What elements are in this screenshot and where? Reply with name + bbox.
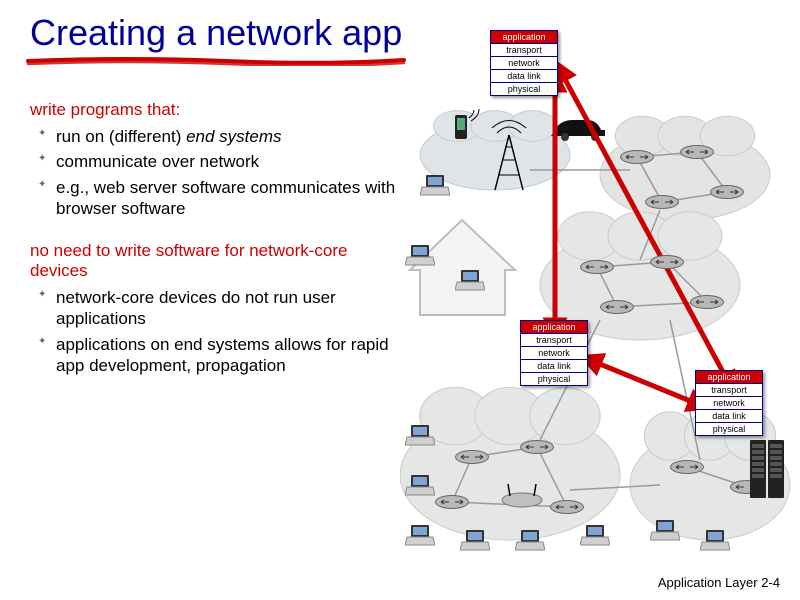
protocol-stack: applicationtransportnetworkdata linkphys… xyxy=(520,320,588,386)
router-icon xyxy=(690,295,724,309)
server-icon xyxy=(750,440,768,505)
router-icon xyxy=(550,500,584,514)
stack-layer: network xyxy=(520,347,588,360)
stack-layer: physical xyxy=(520,373,588,386)
stack-layer: application xyxy=(695,370,763,384)
stack-layer: transport xyxy=(520,334,588,347)
slide-footer: Application Layer 2-4 xyxy=(658,575,780,590)
laptop-icon xyxy=(515,530,545,557)
stack-layer: physical xyxy=(490,83,558,96)
laptop-icon xyxy=(405,245,435,272)
network-diagram: applicationtransportnetworkdata linkphys… xyxy=(400,20,800,560)
laptop-icon xyxy=(405,525,435,552)
section2-list: network-core devices do not run user app… xyxy=(34,287,400,376)
protocol-stack: applicationtransportnetworkdata linkphys… xyxy=(695,370,763,436)
stack-layer: data link xyxy=(490,70,558,83)
stack-layer: application xyxy=(490,30,558,44)
stack-layer: network xyxy=(695,397,763,410)
stack-layer: transport xyxy=(490,44,558,57)
router-icon xyxy=(670,460,704,474)
laptop-icon xyxy=(420,175,450,202)
bullet-item: e.g., web server software communicates w… xyxy=(34,177,400,220)
server-icon xyxy=(768,440,786,505)
stack-layer: network xyxy=(490,57,558,70)
laptop-icon xyxy=(460,530,490,557)
laptop-icon xyxy=(405,425,435,452)
stack-layer: data link xyxy=(520,360,588,373)
router-icon xyxy=(650,255,684,269)
router-icon xyxy=(435,495,469,509)
laptop-icon xyxy=(580,525,610,552)
bullet-item: communicate over network xyxy=(34,151,400,172)
stack-layer: application xyxy=(520,320,588,334)
section1-list: run on (different) end systems communicat… xyxy=(34,126,400,219)
title-underline xyxy=(26,56,406,66)
router-icon xyxy=(580,260,614,274)
section1-head: write programs that: xyxy=(30,100,400,120)
laptop-icon xyxy=(405,475,435,502)
laptop-icon xyxy=(455,270,485,297)
laptop-icon xyxy=(700,530,730,557)
protocol-stack: applicationtransportnetworkdata linkphys… xyxy=(490,30,558,96)
stack-layer: physical xyxy=(695,423,763,436)
content-area: write programs that: run on (different) … xyxy=(30,90,400,380)
stack-layer: transport xyxy=(695,384,763,397)
laptop-icon xyxy=(650,520,680,547)
bullet-item: network-core devices do not run user app… xyxy=(34,287,400,330)
bullet-item: applications on end systems allows for r… xyxy=(34,334,400,377)
stack-layer: data link xyxy=(695,410,763,423)
router-icon xyxy=(520,440,554,454)
slide-title: Creating a network app xyxy=(30,12,402,54)
section2-head: no need to write software for network-co… xyxy=(30,241,400,281)
bullet-item: run on (different) end systems xyxy=(34,126,400,147)
router-icon xyxy=(620,150,654,164)
router-icon xyxy=(645,195,679,209)
router-icon xyxy=(600,300,634,314)
wifi-router-icon xyxy=(500,480,544,513)
router-icon xyxy=(455,450,489,464)
router-icon xyxy=(710,185,744,199)
router-icon xyxy=(680,145,714,159)
